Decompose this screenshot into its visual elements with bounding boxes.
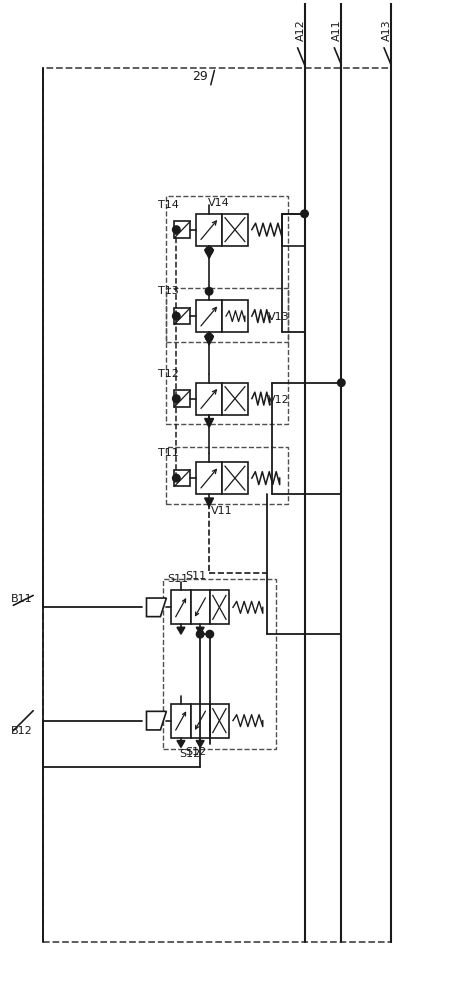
Bar [43, 68, 391, 942]
Bar [166, 288, 288, 424]
Text: S12: S12 [186, 747, 207, 757]
Text: B12: B12 [11, 726, 33, 736]
Bar [210, 704, 229, 738]
Text: A11: A11 [332, 19, 342, 41]
Circle shape [205, 288, 213, 295]
Polygon shape [147, 598, 166, 617]
Bar [191, 704, 210, 738]
Text: B11: B11 [11, 594, 33, 604]
Bar [281, 214, 305, 246]
Text: T12: T12 [158, 369, 179, 379]
Text: S11: S11 [168, 574, 188, 584]
Polygon shape [147, 711, 166, 730]
Text: S11: S11 [186, 571, 207, 581]
Polygon shape [205, 336, 213, 345]
Polygon shape [177, 741, 185, 747]
Polygon shape [205, 419, 213, 427]
Bar [222, 462, 248, 494]
Bar [166, 447, 288, 504]
Polygon shape [177, 627, 185, 634]
Circle shape [205, 247, 213, 254]
Bar [174, 221, 190, 238]
Bar [222, 214, 248, 246]
Bar [166, 196, 288, 342]
Polygon shape [205, 250, 213, 258]
Bar [163, 579, 276, 749]
Circle shape [206, 630, 213, 638]
Text: 29: 29 [192, 70, 208, 83]
Text: V11: V11 [211, 506, 233, 516]
Bar [174, 390, 190, 407]
Circle shape [173, 395, 180, 402]
Text: A13: A13 [382, 19, 392, 41]
Polygon shape [196, 627, 204, 634]
Text: T13: T13 [158, 286, 179, 296]
Polygon shape [205, 498, 213, 507]
Text: V12: V12 [268, 395, 290, 405]
Bar [174, 308, 190, 324]
Text: A12: A12 [296, 19, 306, 41]
Text: T14: T14 [158, 200, 179, 210]
Bar [196, 214, 222, 246]
Circle shape [197, 630, 204, 638]
Bar [210, 590, 229, 624]
Circle shape [337, 379, 345, 386]
Circle shape [173, 226, 180, 233]
Bar [222, 383, 248, 415]
Bar [222, 300, 248, 332]
Circle shape [173, 312, 180, 320]
Bar [171, 704, 191, 738]
Text: S12: S12 [179, 749, 201, 759]
Bar [174, 470, 190, 486]
Bar [196, 383, 222, 415]
Bar [196, 462, 222, 494]
Circle shape [301, 210, 308, 218]
Bar [171, 590, 191, 624]
Polygon shape [196, 741, 204, 747]
Text: V14: V14 [208, 198, 230, 208]
Text: V13: V13 [268, 312, 289, 322]
Text: T11: T11 [158, 448, 179, 458]
Bar [191, 590, 210, 624]
Bar [196, 300, 222, 332]
Circle shape [205, 333, 213, 341]
Circle shape [173, 474, 180, 482]
